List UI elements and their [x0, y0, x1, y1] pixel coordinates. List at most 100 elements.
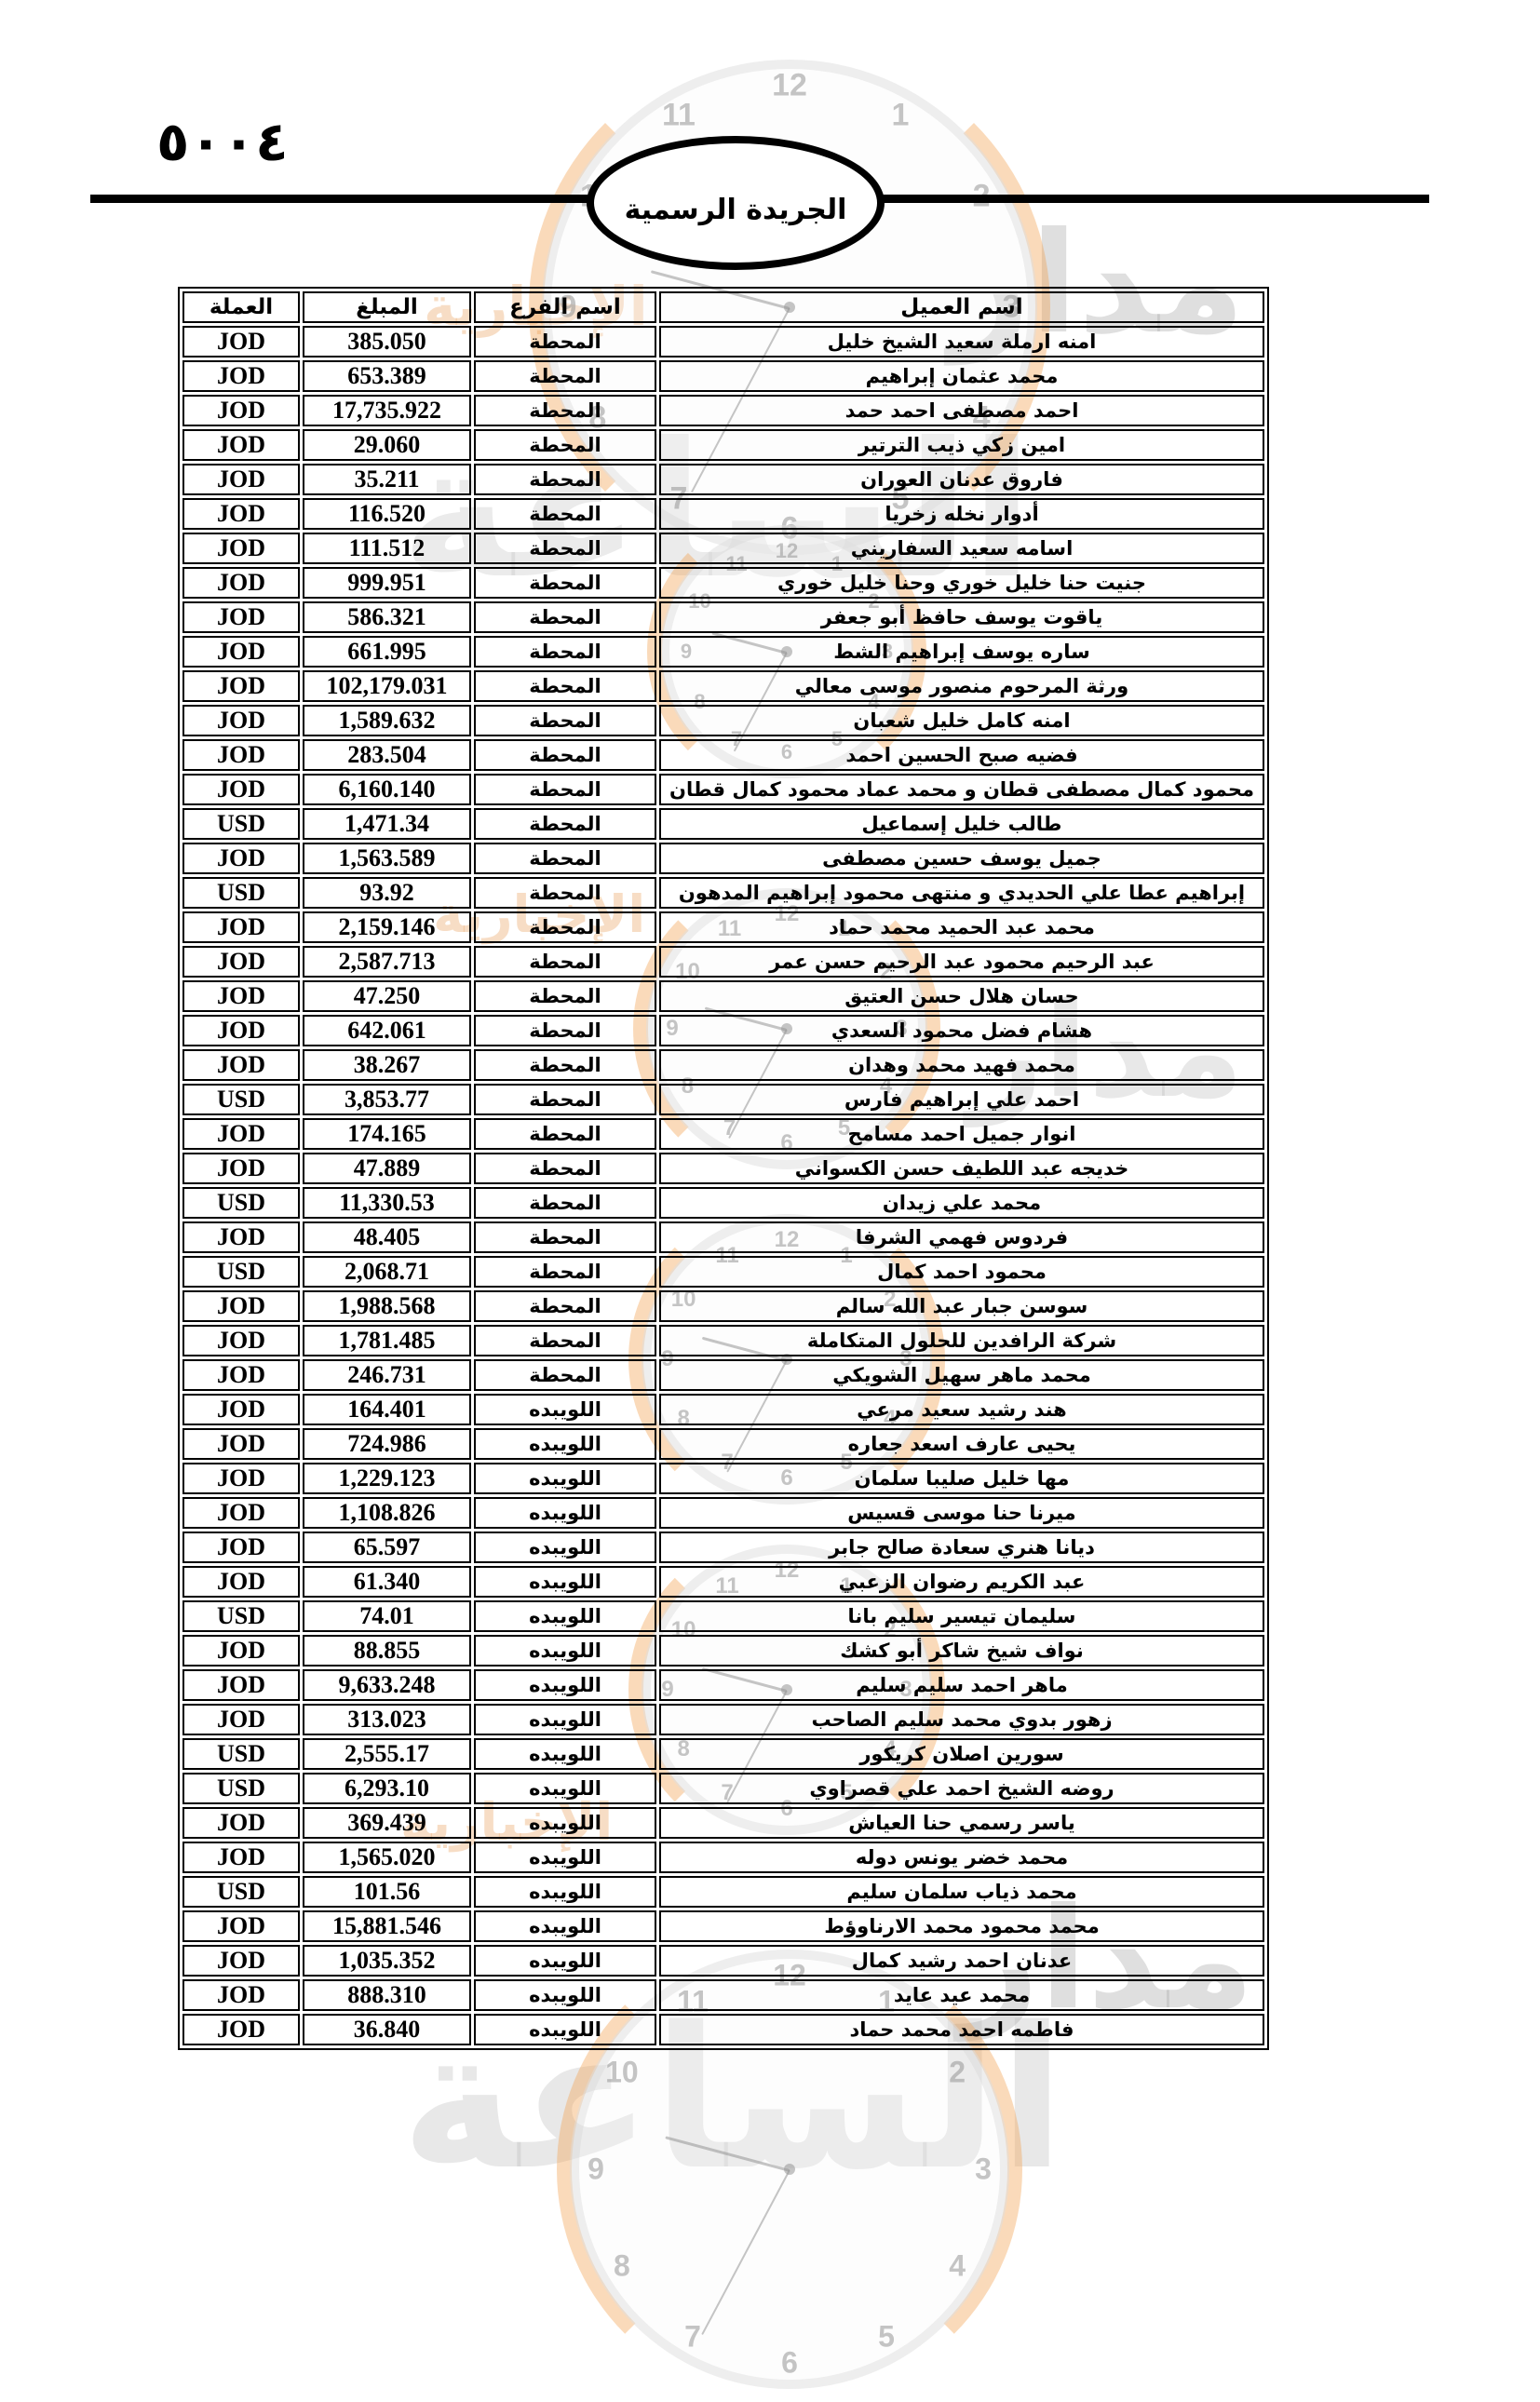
client-name-cell: ساره يوسف إبراهيم الشط	[659, 636, 1264, 668]
table-row: محمد فهيد محمد وهدان المحطة 38.267 JOD	[182, 1049, 1264, 1081]
client-name-cell: جميل يوسف حسين مصطفى	[659, 843, 1264, 874]
client-name-cell: احمد علي إبراهيم فارس	[659, 1084, 1264, 1115]
client-name-cell: محمد عبد الحميد محمد حماد	[659, 911, 1264, 943]
branch-name-cell: اللويبده	[474, 1566, 656, 1598]
client-name-cell: محمد فهيد محمد وهدان	[659, 1049, 1264, 1081]
currency-cell: JOD	[182, 1669, 300, 1701]
amount-cell: 1,988.568	[303, 1290, 471, 1322]
branch-name-cell: المحطة	[474, 808, 656, 840]
amount-cell: 642.061	[303, 1015, 471, 1046]
branch-name-cell: اللويبده	[474, 1704, 656, 1735]
branch-name-cell: اللويبده	[474, 2014, 656, 2045]
branch-name-cell: المحطة	[474, 464, 656, 495]
table-row: احمد مصطفى احمد حمد المحطة 17,735.922 JO…	[182, 395, 1264, 426]
client-name-cell: ياقوت يوسف حافظ أبو جعفر	[659, 601, 1264, 633]
amount-cell: 1,229.123	[303, 1463, 471, 1494]
table-row: مها خليل صليبا سلمان اللويبده 1,229.123 …	[182, 1463, 1264, 1494]
branch-name-cell: اللويبده	[474, 1428, 656, 1460]
client-name-cell: محمد خضر يونس دوله	[659, 1842, 1264, 1873]
client-name-cell: انوار جميل احمد مسامح	[659, 1118, 1264, 1150]
currency-cell: JOD	[182, 670, 300, 702]
branch-name-cell: المحطة	[474, 1015, 656, 1046]
currency-cell: JOD	[182, 601, 300, 633]
amount-cell: 586.321	[303, 601, 471, 633]
amount-cell: 2,068.71	[303, 1256, 471, 1288]
header-amount: المبلغ	[303, 291, 471, 323]
clock-center-pin	[784, 2164, 795, 2175]
table-row: فردوس فهمي الشرفا المحطة 48.405 JOD	[182, 1221, 1264, 1253]
table-row: أدوار نخله زخريا المحطة 116.520 JOD	[182, 498, 1264, 530]
amount-cell: 6,293.10	[303, 1773, 471, 1804]
amount-cell: 369.439	[303, 1807, 471, 1839]
client-name-cell: يحيى عارف اسعد جعاره	[659, 1428, 1264, 1460]
amount-cell: 385.050	[303, 326, 471, 358]
amount-cell: 61.340	[303, 1566, 471, 1598]
amount-cell: 724.986	[303, 1428, 471, 1460]
amount-cell: 164.401	[303, 1394, 471, 1425]
currency-cell: JOD	[182, 567, 300, 599]
branch-name-cell: المحطة	[474, 533, 656, 564]
branch-name-cell: المحطة	[474, 946, 656, 978]
client-name-cell: احمد مصطفى احمد حمد	[659, 395, 1264, 426]
branch-name-cell: المحطة	[474, 739, 656, 771]
table-row: اسامه سعيد السفاريني المحطة 111.512 JOD	[182, 533, 1264, 564]
branch-name-cell: المحطة	[474, 360, 656, 392]
table-row: جميل يوسف حسين مصطفى المحطة 1,563.589 JO…	[182, 843, 1264, 874]
amount-cell: 65.597	[303, 1532, 471, 1563]
table-row: سليمان تيسير سليم بانا اللويبده 74.01 US…	[182, 1600, 1264, 1632]
currency-cell: JOD	[182, 1807, 300, 1839]
clock-number: 11	[662, 97, 696, 133]
currency-cell: JOD	[182, 1497, 300, 1529]
table-row: هند رشيد سعيد مرعي اللويبده 164.401 JOD	[182, 1394, 1264, 1425]
branch-name-cell: المحطة	[474, 1325, 656, 1356]
clock-number: 7	[684, 2319, 701, 2354]
branch-name-cell: المحطة	[474, 1153, 656, 1184]
table-row: فضيه صبح الحسين احمد المحطة 283.504 JOD	[182, 739, 1264, 771]
client-name-cell: محمد عثمان إبراهيم	[659, 360, 1264, 392]
clock-number: 5	[878, 2319, 895, 2354]
client-name-cell: طالب خليل إسماعيل	[659, 808, 1264, 840]
branch-name-cell: اللويبده	[474, 1876, 656, 1908]
currency-cell: USD	[182, 808, 300, 840]
client-name-cell: محمود احمد كمال	[659, 1256, 1264, 1288]
table-row: محمد خضر يونس دوله اللويبده 1,565.020 JO…	[182, 1842, 1264, 1873]
client-name-cell: فاطمه احمد محمد حماد	[659, 2014, 1264, 2045]
amount-cell: 88.855	[303, 1635, 471, 1667]
amount-cell: 38.267	[303, 1049, 471, 1081]
client-name-cell: جنيت حنا خليل خوري وحنا خليل خوري	[659, 567, 1264, 599]
amount-cell: 1,781.485	[303, 1325, 471, 1356]
amount-cell: 17,735.922	[303, 395, 471, 426]
client-name-cell: سليمان تيسير سليم بانا	[659, 1600, 1264, 1632]
client-name-cell: عدنان احمد رشيد كمال	[659, 1945, 1264, 1977]
currency-cell: JOD	[182, 1566, 300, 1598]
table-row: نواف شيخ شاكر أبو كشك اللويبده 88.855 JO…	[182, 1635, 1264, 1667]
amount-cell: 36.840	[303, 2014, 471, 2045]
branch-name-cell: اللويبده	[474, 1497, 656, 1529]
branch-name-cell: المحطة	[474, 636, 656, 668]
amount-cell: 2,159.146	[303, 911, 471, 943]
branch-name-cell: المحطة	[474, 1187, 656, 1219]
branch-name-cell: المحطة	[474, 567, 656, 599]
client-name-cell: فردوس فهمي الشرفا	[659, 1221, 1264, 1253]
table-row: محمود احمد كمال المحطة 2,068.71 USD	[182, 1256, 1264, 1288]
amount-cell: 116.520	[303, 498, 471, 530]
currency-cell: JOD	[182, 980, 300, 1012]
amount-cell: 1,565.020	[303, 1842, 471, 1873]
branch-name-cell: المحطة	[474, 1359, 656, 1391]
unclaimed-balances-table: اسم العميل اسم الفرع المبلغ العملة امنه …	[178, 287, 1269, 2050]
client-name-cell: محمد محمود محمد الارناوؤط	[659, 1910, 1264, 1942]
table-row: فاروق عدنان العوران المحطة 35.211 JOD	[182, 464, 1264, 495]
table-row: عبد الكريم رضوان الزعبي اللويبده 61.340 …	[182, 1566, 1264, 1598]
branch-name-cell: المحطة	[474, 601, 656, 633]
currency-cell: JOD	[182, 1221, 300, 1253]
branch-name-cell: المحطة	[474, 670, 656, 702]
currency-cell: JOD	[182, 498, 300, 530]
table-row: محمد ماهر سهيل الشويكي المحطة 246.731 JO…	[182, 1359, 1264, 1391]
table-row: امين زكي ذيب الترتير المحطة 29.060 JOD	[182, 429, 1264, 461]
amount-cell: 661.995	[303, 636, 471, 668]
currency-cell: JOD	[182, 1842, 300, 1873]
table-row: فاطمه احمد محمد حماد اللويبده 36.840 JOD	[182, 2014, 1264, 2045]
branch-name-cell: المحطة	[474, 326, 656, 358]
table-row: عبد الرحيم محمود عبد الرحيم حسن عمر المح…	[182, 946, 1264, 978]
amount-cell: 888.310	[303, 1979, 471, 2011]
